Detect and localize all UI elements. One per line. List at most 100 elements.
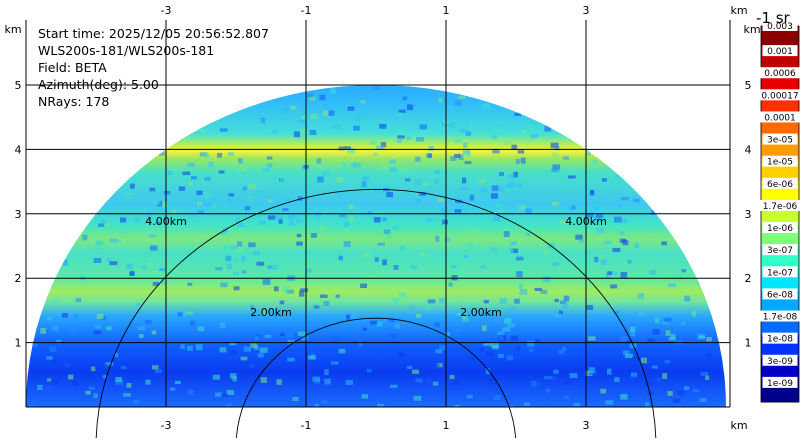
range-gate-cell: [296, 241, 303, 246]
range-gate-cell: [276, 379, 282, 385]
range-gate-cell: [93, 257, 102, 263]
range-gate-cell: [434, 322, 440, 328]
range-gate-cell: [411, 369, 420, 374]
range-gate-cell: [376, 145, 384, 150]
range-gate-cell: [227, 152, 234, 156]
range-gate-cell: [551, 262, 559, 266]
range-gate-cell: [634, 243, 639, 249]
range-gate-cell: [550, 376, 556, 381]
range-gate-cell: [479, 265, 487, 269]
range-gate-cell: [101, 153, 109, 159]
range-gate-cell: [671, 124, 677, 129]
range-gate-cell: [38, 149, 43, 156]
range-gate-cell: [686, 159, 694, 166]
range-gate-cell: [675, 59, 681, 62]
range-gate-cell: [667, 391, 673, 396]
range-gate-cell: [670, 333, 676, 339]
range-gate-cell: [668, 283, 677, 288]
range-gate-cell: [328, 110, 335, 116]
range-gate-cell: [294, 332, 299, 338]
range-gate-cell: [513, 171, 518, 178]
range-gate-cell: [491, 247, 498, 252]
range-gate-cell: [44, 245, 51, 251]
range-gate-cell: [379, 165, 388, 171]
range-gate-cell: [137, 326, 145, 331]
range-gate-cell: [58, 116, 67, 122]
range-gate-cell: [123, 393, 131, 397]
range-gate-cell: [88, 386, 95, 390]
range-gate-cell: [225, 255, 232, 262]
range-gate-cell: [219, 128, 228, 132]
range-gate-cell: [392, 298, 399, 304]
range-gate-cell: [46, 378, 52, 382]
colorbar-label: 1e-08: [767, 335, 793, 345]
range-gate-cell: [64, 143, 71, 149]
range-gate-cell: [645, 402, 650, 407]
range-gate-cell: [235, 247, 243, 252]
range-gate-cell: [140, 111, 147, 117]
range-gate-cell: [199, 129, 206, 134]
range-gate-cell: [541, 105, 550, 111]
range-gate-cell: [62, 259, 68, 266]
range-gate-cell: [723, 167, 726, 174]
range-gate-cell: [655, 113, 661, 117]
y-tick-label-right: 4: [745, 143, 752, 156]
range-gate-cell: [527, 340, 535, 347]
range-gate-cell: [297, 331, 306, 336]
range-gate-cell: [610, 163, 619, 167]
range-gate-cell: [239, 168, 247, 172]
range-gate-cell: [630, 372, 638, 377]
range-gate-cell: [362, 252, 370, 258]
range-gate-cell: [321, 171, 329, 176]
range-gate-cell: [480, 188, 487, 193]
range-gate-cell: [64, 362, 69, 368]
colorbar-label-bg: [762, 354, 798, 366]
range-gate-cell: [66, 181, 71, 187]
range-gate-cell: [427, 153, 433, 158]
range-gate-cell: [125, 263, 133, 270]
range-gate-cell: [397, 351, 405, 357]
colorbar-title: -1 sr: [756, 9, 790, 27]
range-gate-cell: [450, 156, 457, 161]
range-gate-cell: [219, 322, 226, 329]
range-gate-cell: [26, 194, 33, 201]
range-gate-cell: [405, 66, 413, 70]
range-gate-cell: [264, 334, 272, 339]
range-gate-cell: [175, 129, 182, 133]
range-gate-cell: [375, 321, 383, 327]
range-gate-cell: [372, 177, 380, 183]
range-gate-cell: [494, 127, 502, 134]
range-gate-cell: [312, 380, 319, 385]
y-tick-label-left: 4: [15, 143, 22, 156]
range-gate-cell: [682, 207, 690, 211]
range-gate-cell: [464, 160, 472, 165]
range-gate-cell: [444, 331, 451, 338]
range-gate-cell: [362, 327, 367, 331]
range-gate-cell: [533, 89, 539, 95]
range-gate-cell: [93, 330, 102, 335]
range-gate-cell: [697, 98, 706, 105]
range-gate-cell: [226, 199, 235, 205]
range-gate-cell: [151, 330, 157, 335]
range-gate-cell: [632, 120, 640, 126]
range-gate-cell: [348, 216, 355, 222]
x-tick-label-bottom: 1: [443, 419, 450, 432]
range-gate-cell: [492, 149, 500, 154]
colorbar-label: 0.00017: [761, 91, 798, 101]
range-gate-cell: [125, 192, 133, 199]
range-gate-cell: [470, 215, 477, 220]
range-gate-cell: [223, 245, 230, 251]
range-gate-cell: [229, 350, 238, 355]
range-gate-cell: [85, 390, 91, 395]
range-gate-cell: [631, 122, 637, 127]
range-gate-cell: [343, 241, 351, 247]
range-gate-cell: [535, 339, 540, 343]
range-gate-cell: [426, 378, 432, 383]
range-gate-cell: [182, 171, 191, 176]
range-gate-cell: [94, 244, 101, 250]
range-gate-cell: [416, 137, 424, 142]
range-gate-cell: [544, 125, 552, 132]
range-gate-cell: [68, 326, 77, 333]
range-gate-cell: [705, 243, 714, 249]
range-gate-cell: [664, 360, 671, 364]
